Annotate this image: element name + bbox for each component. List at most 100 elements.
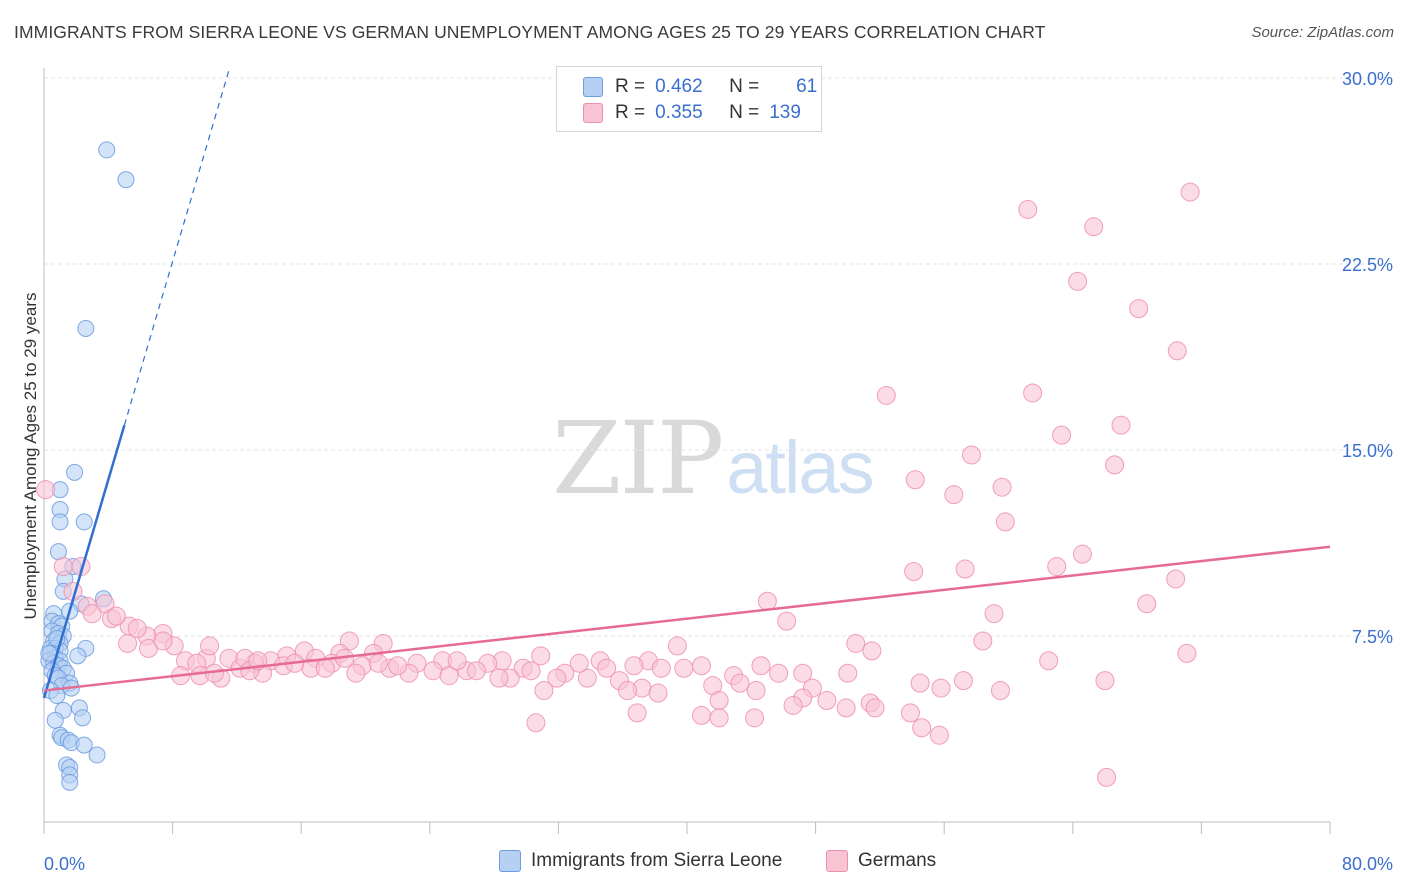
point-sierra-leone — [48, 687, 66, 705]
point-germans — [36, 480, 56, 500]
point-germans — [648, 683, 668, 703]
point-germans — [118, 633, 138, 653]
point-germans — [1129, 299, 1149, 319]
point-germans — [439, 666, 459, 686]
point-germans — [900, 703, 920, 723]
y-tick-label: 7.5% — [1352, 627, 1393, 647]
r-value: 0.462 — [655, 76, 703, 97]
point-germans — [106, 606, 126, 626]
r-value: 0.355 — [655, 102, 703, 123]
y-axis-label: Unemployment Among Ages 25 to 29 years — [21, 293, 40, 620]
point-germans — [388, 656, 408, 676]
point-germans — [1047, 557, 1067, 577]
point-sierra-leone — [61, 773, 79, 791]
point-germans — [447, 651, 467, 671]
point-germans — [793, 663, 813, 683]
legend-swatch-blue — [499, 850, 521, 872]
point-germans — [53, 557, 73, 577]
point-germans — [745, 708, 765, 728]
point-germans — [1180, 182, 1200, 202]
point-germans — [929, 725, 949, 745]
point-germans — [973, 631, 993, 651]
point-sierra-leone — [98, 141, 116, 159]
point-germans — [691, 705, 711, 725]
point-germans — [627, 703, 647, 723]
point-germans — [1023, 383, 1043, 403]
point-germans — [531, 646, 551, 666]
point-germans — [1095, 671, 1115, 691]
point-germans — [905, 470, 925, 490]
point-germans — [769, 663, 789, 683]
point-germans — [876, 385, 896, 405]
point-sierra-leone — [69, 647, 87, 665]
point-germans — [1052, 425, 1072, 445]
point-germans — [955, 559, 975, 579]
point-germans — [315, 658, 335, 678]
point-germans — [862, 641, 882, 661]
y-tick-label: 22.5% — [1342, 255, 1393, 275]
point-germans — [944, 485, 964, 505]
point-germans — [865, 698, 885, 718]
point-germans — [489, 668, 509, 688]
point-germans — [990, 681, 1010, 701]
trendline-germans — [43, 545, 1331, 692]
point-germans — [346, 663, 366, 683]
point-sierra-leone — [66, 463, 84, 481]
point-germans — [1084, 217, 1104, 237]
point-germans — [577, 668, 597, 688]
point-germans — [910, 673, 930, 693]
legend-label: Germans — [858, 850, 937, 871]
legend-row-germans: R = 0.355 N = 139 — [583, 101, 817, 125]
point-germans — [667, 636, 687, 656]
point-germans — [547, 668, 567, 688]
point-germans — [368, 653, 388, 673]
point-germans — [817, 690, 837, 710]
legend-item-germans: Germans — [826, 850, 936, 872]
point-germans — [1166, 569, 1186, 589]
n-value: 61 — [796, 76, 818, 97]
point-germans — [904, 562, 924, 582]
point-sierra-leone — [51, 513, 69, 531]
watermark-zip: ZIP — [552, 400, 724, 517]
n-label: N = — [729, 102, 760, 123]
point-germans — [674, 658, 694, 678]
point-germans — [912, 718, 932, 738]
point-germans — [1167, 341, 1187, 361]
watermark: ZIPatlas — [552, 400, 875, 517]
x-tick-label: 0.0% — [44, 854, 85, 874]
watermark-atlas: atlas — [726, 426, 874, 509]
point-sierra-leone — [117, 171, 135, 189]
point-germans — [1177, 643, 1197, 663]
point-germans — [618, 681, 638, 701]
legend-row-sierra-leone: R = 0.462 N = 61 — [583, 75, 817, 99]
point-germans — [466, 661, 486, 681]
point-germans — [691, 656, 711, 676]
point-germans — [836, 698, 856, 718]
point-germans — [962, 445, 982, 465]
point-germans — [569, 653, 589, 673]
legend-label: Immigrants from Sierra Leone — [531, 850, 783, 871]
point-germans — [1072, 544, 1092, 564]
point-germans — [1137, 594, 1157, 614]
r-label: R = — [615, 76, 646, 97]
point-sierra-leone — [74, 709, 92, 727]
point-germans — [200, 636, 220, 656]
x-tick-label: 80.0% — [1342, 854, 1393, 874]
point-sierra-leone — [75, 513, 93, 531]
point-germans — [521, 661, 541, 681]
point-germans — [984, 604, 1004, 624]
correlation-legend: R = 0.462 N = 61 R = 0.355 N = 139 — [556, 66, 822, 132]
point-germans — [746, 681, 766, 701]
series-legend: Immigrants from Sierra Leone Germans — [0, 850, 1406, 878]
point-sierra-leone — [88, 746, 106, 764]
legend-swatch-blue — [583, 77, 603, 97]
point-germans — [651, 658, 671, 678]
n-label: N = — [729, 76, 760, 97]
point-germans — [1111, 415, 1131, 435]
point-germans — [953, 671, 973, 691]
point-germans — [995, 512, 1015, 532]
point-germans — [777, 611, 797, 631]
point-germans — [153, 631, 173, 651]
point-germans — [838, 663, 858, 683]
